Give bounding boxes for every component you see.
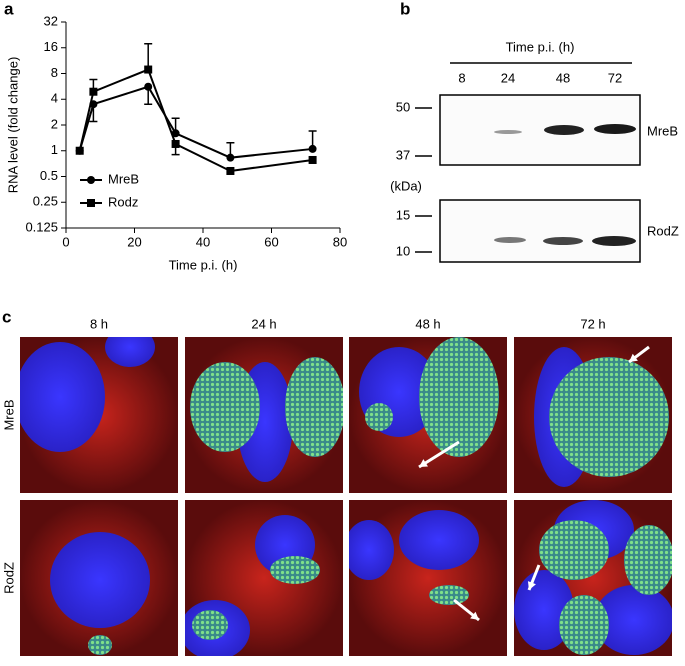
mw-unit: (kDa) [390,178,422,193]
column-label: 8 h [90,316,108,331]
band-label: RodZ [647,223,679,238]
column-label: 72 h [580,316,605,331]
micrograph [20,337,178,493]
point [144,65,153,74]
column-label: 24 h [251,316,276,331]
x-tick-label: 60 [264,234,278,249]
series-line [78,68,313,173]
nucleus [105,337,155,367]
band-label: MreB [647,123,678,138]
nucleus [349,520,394,580]
blot-header: Time p.i. (h) [506,39,575,54]
y-tick-label: 4 [51,91,58,106]
point [75,146,84,155]
blot-box [439,199,641,263]
inclusion [270,556,320,584]
column-label: 48 h [415,316,440,331]
micrograph [514,337,672,493]
lane-label: 8 [458,70,465,85]
inclusion [429,585,469,605]
band [544,125,584,135]
mw-label: 10 [396,243,410,258]
y-tick-label: 0.125 [25,219,58,234]
x-tick-label: 0 [62,234,69,249]
x-tick-label: 40 [196,234,210,249]
point [171,139,180,148]
band [543,237,583,245]
x-axis-title: Time p.i. (h) [169,257,238,272]
point [308,155,317,164]
nucleus [399,510,479,570]
line-chart: 0.125 0.25 0.5 1 2 4 8 16 32 0 20 40 60 80 Time p.i. (… [5,13,347,272]
micrograph [185,500,343,656]
y-tick-label: 2 [51,116,58,131]
panel-label: b [400,0,410,18]
y-tick-label: 8 [51,65,58,80]
x-tick-label: 80 [333,234,347,249]
series-line [78,85,313,159]
band [592,236,636,246]
inclusion [559,595,609,655]
nucleus [50,532,150,628]
mw-label: 37 [396,147,410,162]
y-tick-label: 32 [44,13,58,28]
y-tick-label: 16 [44,39,58,54]
row-label: MreB [1,399,16,430]
legend-label: MreB [108,171,139,186]
micrographs: 8 h 24 h 48 h 72 h MreB RodZ [1,316,672,656]
band [594,124,636,134]
inclusion [190,362,260,452]
nucleus [20,342,105,452]
arrow-head [527,581,536,590]
row-label: RodZ [1,562,16,594]
x-tick-label: 20 [127,234,141,249]
y-tick-label: 0.5 [40,168,58,183]
lane-label: 48 [556,70,570,85]
inclusion [192,610,228,640]
inclusion [88,635,112,655]
micrograph [349,500,507,656]
y-axis-title: RNA level (fold change) [5,57,20,194]
inclusion [419,337,499,457]
y-tick-label: 0.25 [33,194,58,209]
western-blot: Time p.i. (h) 50 37 (kDa) 15 10 MreB Rod… [390,39,679,263]
point [226,166,235,175]
lane-label: 72 [608,70,622,85]
mw-label: 15 [396,207,410,222]
y-tick-label: 1 [51,142,58,157]
legend-marker [87,176,95,184]
lane-label: 24 [501,70,515,85]
point [89,87,98,96]
mw-label: 50 [396,99,410,114]
inclusion [285,357,343,457]
micrograph [185,337,343,493]
panel-label: c [2,307,11,326]
arrow-head [419,459,428,467]
arrow-head [470,611,479,620]
inclusion [365,403,393,431]
micrograph [20,500,178,656]
error-bar [144,43,153,70]
point [226,153,235,162]
point [308,144,317,153]
micrograph [349,337,507,493]
point [144,82,153,91]
nucleus [594,585,672,655]
micrograph [514,500,672,656]
arrow-head [629,353,638,362]
inclusion [549,357,669,477]
legend-marker [87,199,95,207]
band [494,237,526,243]
legend-label: Rodz [108,194,138,209]
panel-label: a [4,0,14,18]
point [171,129,180,138]
inclusion [624,525,672,595]
inclusion [539,520,609,580]
band [494,130,522,134]
